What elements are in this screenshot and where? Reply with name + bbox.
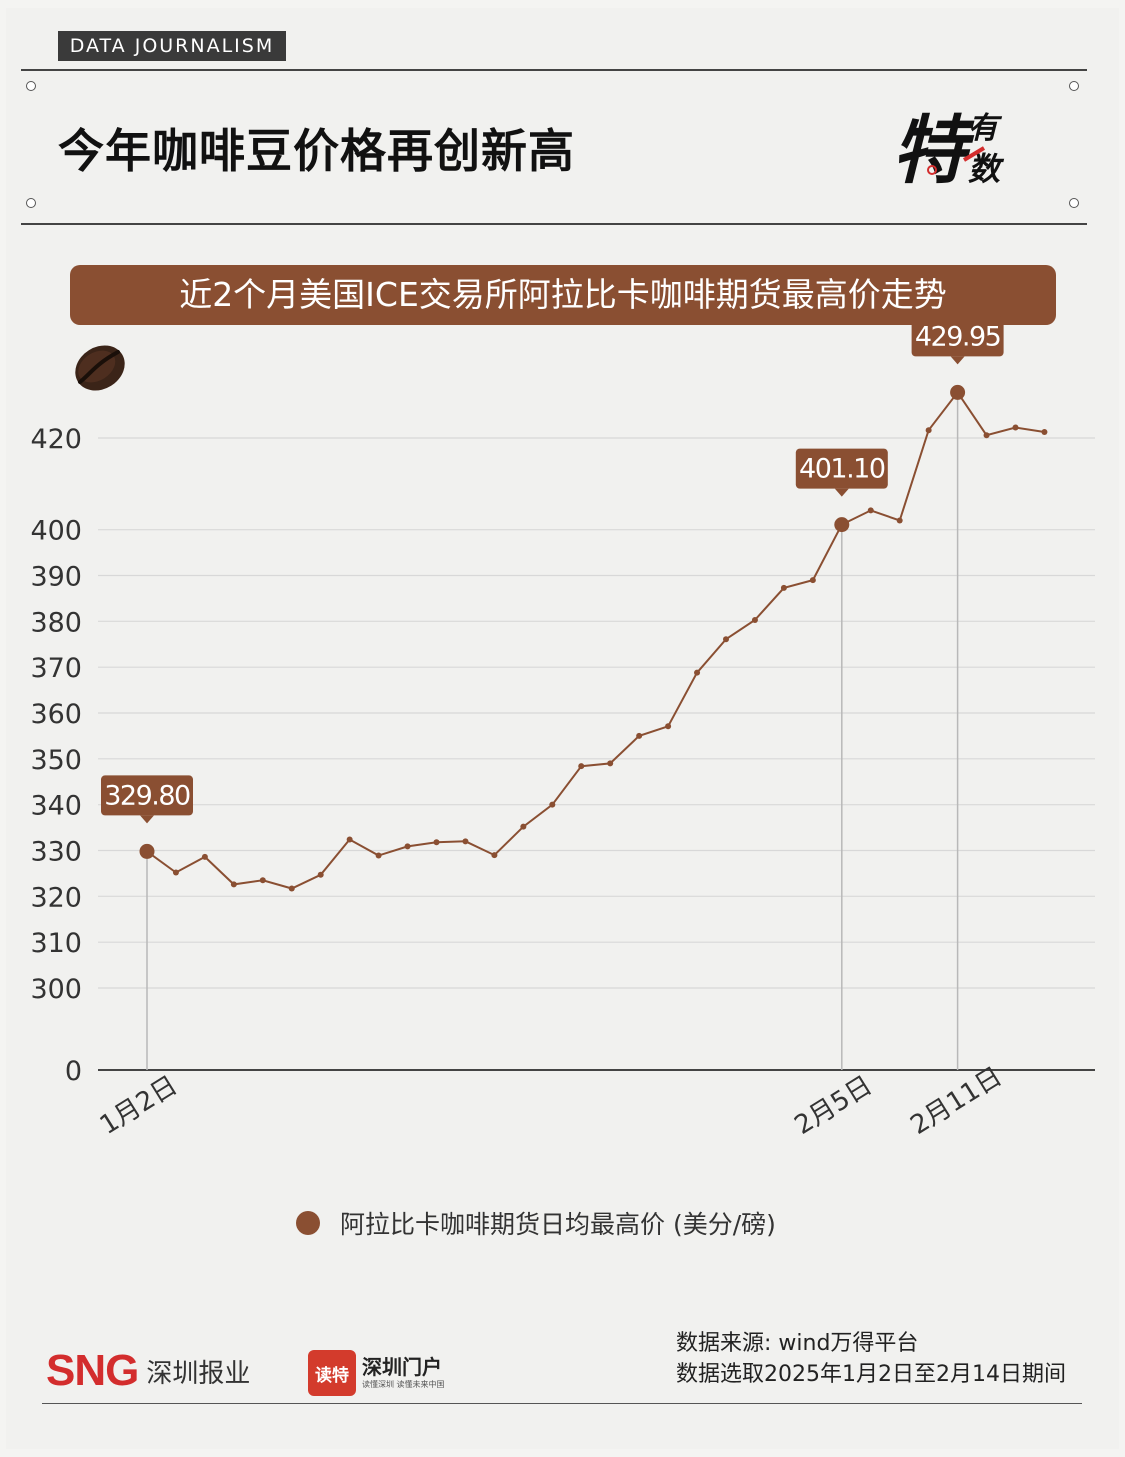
source-line-1: 数据来源: wind万得平台 [676, 1331, 919, 1356]
y-tick-label: 350 [30, 745, 82, 776]
data-point [172, 869, 179, 876]
data-point [665, 723, 672, 730]
data-point [404, 843, 411, 850]
dute-logo: 读特 深圳门户 读懂深圳 读懂未来中国 [308, 1350, 445, 1396]
price-line-chart: 420 400 390 380 370 360 350 340 330 320 310 300 0 1月2… [30, 316, 1095, 1141]
legend-label: 阿拉比卡咖啡期货日均最高价 (美分/磅) [340, 1210, 776, 1239]
corner-hole [26, 198, 36, 208]
data-point [636, 732, 643, 739]
y-tick-label: 360 [30, 699, 82, 730]
data-point [607, 760, 614, 767]
value-callout [795, 448, 888, 489]
x-tick-label: 2月5日 [790, 1070, 878, 1141]
data-point [549, 801, 556, 808]
data-point [375, 852, 382, 859]
data-point [491, 852, 498, 859]
y-tick-label: 390 [30, 562, 82, 593]
logo-slash-icon [962, 146, 986, 162]
value-callout [911, 316, 1004, 357]
logo-char-small-bottom: 数 [968, 150, 1005, 188]
value-callout-pointer [950, 356, 965, 365]
data-point [950, 384, 966, 400]
value-callout-label: 401.10 [799, 454, 885, 485]
data-point [346, 836, 353, 843]
y-tick-label: 300 [30, 974, 82, 1005]
dute-box: 读特 [308, 1350, 356, 1396]
data-point [139, 843, 155, 859]
data-point [751, 616, 758, 623]
series-line [146, 390, 1045, 890]
y-tick-label: 370 [30, 653, 82, 684]
data-point [694, 669, 701, 676]
data-point [520, 823, 527, 830]
data-point [983, 432, 990, 439]
dute-name: 深圳门户 [362, 1355, 442, 1379]
page-title: 今年咖啡豆价格再创新高 [58, 124, 575, 178]
data-point [834, 517, 850, 533]
value-callout-pointer [834, 488, 849, 497]
x-tick-label: 1月2日 [95, 1070, 183, 1141]
data-point [230, 881, 237, 888]
value-callout-label: 429.95 [915, 321, 1000, 352]
data-point [433, 839, 440, 846]
data-point [462, 838, 469, 845]
header-bottom-rule [21, 223, 1087, 225]
y-tick-label: 330 [30, 837, 82, 868]
logo-magnifier-icon [927, 165, 937, 175]
footer-rule [42, 1403, 1082, 1404]
sng-logo: SNG 深圳报业 [46, 1345, 250, 1397]
data-point [809, 577, 816, 584]
y-tick-label: 420 [30, 424, 82, 455]
y-tick-label: 320 [30, 882, 82, 913]
top-rule [21, 69, 1087, 71]
source-line-2: 数据选取2025年1月2日至2月14日期间 [676, 1362, 1066, 1387]
corner-hole [1069, 81, 1079, 91]
value-callout [101, 775, 193, 816]
chart-legend: 阿拉比卡咖啡期货日均最高价 (美分/磅) [296, 1205, 776, 1241]
y-tick-label: 400 [30, 516, 82, 547]
data-point [288, 885, 295, 892]
logo-char-big: 特 [892, 108, 975, 192]
data-point [723, 636, 729, 643]
corner-hole [26, 81, 36, 91]
value-callout-label: 329.80 [104, 780, 190, 811]
y-tick-label: 310 [30, 928, 82, 959]
section-tag: DATA JOURNALISM [58, 31, 286, 61]
y-tick-label: 340 [30, 791, 82, 822]
data-point [1012, 424, 1019, 431]
x-tick-label: 2月11日 [905, 1062, 1007, 1141]
corner-hole [1069, 198, 1079, 208]
data-point [259, 877, 266, 884]
data-point [896, 517, 903, 524]
legend-marker [296, 1211, 320, 1235]
page-frame [6, 8, 1119, 1449]
sng-text: 深圳报业 [146, 1358, 251, 1389]
chart-title-banner: 近2个月美国ICE交易所阿拉比卡咖啡期货最高价走势 [70, 265, 1056, 325]
value-callout-pointer [140, 815, 154, 824]
y-tick-label: 0 [65, 1056, 82, 1087]
data-source: 数据来源: wind万得平台 数据选取2025年1月2日至2月14日期间 [676, 1328, 1066, 1390]
dute-sub: 读懂深圳 读懂未来中国 [362, 1380, 445, 1389]
data-point [867, 507, 874, 514]
coffee-bean-icon [75, 345, 125, 391]
data-point [201, 853, 208, 860]
data-point [925, 427, 932, 434]
sng-mark: SNG [46, 1346, 139, 1395]
brand-logo: 特 有 数 [892, 108, 1005, 192]
data-point [317, 871, 324, 878]
y-tick-label: 380 [30, 607, 82, 638]
data-point [780, 584, 787, 591]
data-point [578, 763, 585, 770]
data-point [1041, 429, 1048, 436]
logo-char-small-top: 有 [968, 111, 1003, 146]
